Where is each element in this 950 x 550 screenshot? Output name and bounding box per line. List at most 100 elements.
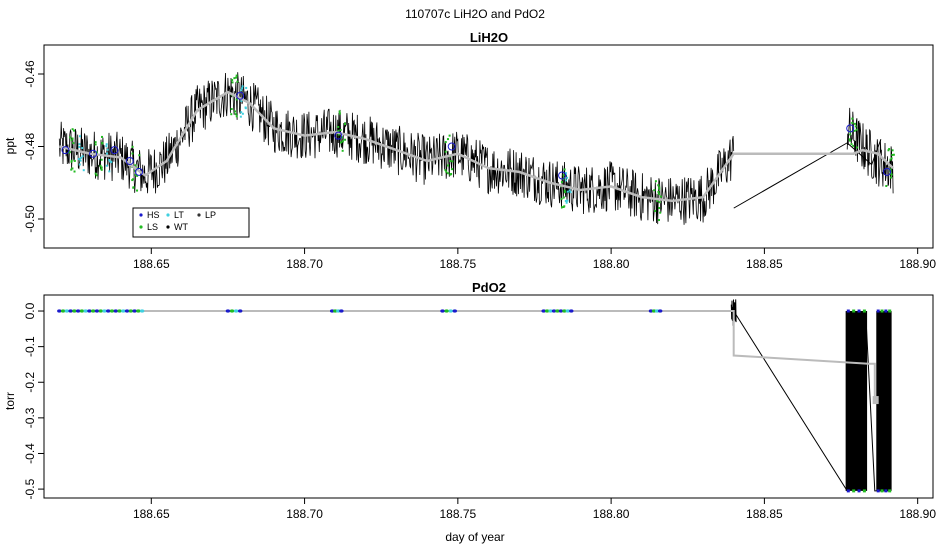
pdo2-point [555, 309, 560, 313]
pdo2-point [329, 309, 335, 313]
legend-label-hs: HS [147, 210, 160, 220]
lih2o-ls-point [132, 178, 135, 181]
pdo2-point [139, 309, 145, 313]
lih2o-ls-point [447, 164, 450, 167]
pdo2-point [541, 309, 546, 313]
lih2o-ls-point [658, 193, 661, 196]
lih2o-lt-point [241, 87, 244, 90]
pdo2-block-edge-point [862, 489, 866, 493]
lih2o-ls-point [230, 113, 233, 116]
pdo2-point [225, 309, 231, 313]
pdo2-point [117, 309, 122, 313]
pdo2-data-block [876, 311, 892, 491]
pdo2-point [336, 309, 341, 313]
lih2o-xtick-label: 188.75 [439, 257, 476, 271]
lih2o-lt-point [244, 107, 247, 110]
legend-swatch-lt [166, 213, 170, 217]
lih2o-xtick-label: 188.65 [133, 257, 170, 271]
lih2o-ls-point [71, 137, 74, 140]
lih2o-ls-point [337, 125, 340, 128]
lih2o-ls-point [849, 133, 852, 136]
lih2o-ls-point [337, 129, 340, 132]
pdo2-point [90, 309, 96, 313]
lih2o-ls-point [69, 136, 72, 139]
legend-swatch-ls [139, 225, 143, 229]
lih2o-ls-point [888, 148, 891, 151]
lih2o-lt-point [241, 112, 244, 115]
lih2o-ls-point [71, 128, 74, 131]
lih2o-ytick-label: -0.48 [23, 133, 37, 161]
lih2o-ls-point [850, 143, 853, 146]
lih2o-ls-point [344, 138, 347, 141]
pdo2-raw-line [59, 310, 891, 493]
lih2o-hs-marker [883, 167, 892, 176]
legend-label-wt: WT [174, 222, 188, 232]
pdo2-ytick-label: -0.4 [23, 443, 37, 464]
lih2o-ls-point [72, 142, 75, 145]
lih2o-lt-point [79, 159, 82, 162]
lih2o-ls-point [890, 173, 893, 176]
pdo2-point [233, 309, 239, 313]
lih2o-ls-point [890, 176, 893, 179]
lih2o-lt-point [566, 190, 569, 193]
lih2o-ls-point [658, 186, 661, 189]
lih2o-ls-point [100, 158, 103, 161]
pdo2-point [87, 309, 92, 313]
legend-label-lp: LP [205, 210, 216, 220]
lih2o-ls-point [560, 197, 563, 200]
lih2o-ls-point [445, 170, 448, 173]
panel-pdo2-plot-area [57, 299, 892, 493]
lih2o-ls-point [230, 108, 233, 111]
lih2o-ls-point [891, 153, 894, 156]
lih2o-ls-point [100, 168, 103, 171]
lih2o-ls-point [100, 166, 103, 169]
lih2o-ls-point [563, 189, 566, 192]
pdo2-point [60, 309, 66, 313]
pdo2-block-edge-point [846, 309, 850, 313]
lih2o-ytick-label: -0.50 [23, 205, 37, 233]
pdo2-point [569, 309, 574, 313]
pdo2-block-edge-point [852, 489, 856, 493]
lih2o-ls-point [656, 199, 659, 202]
pdo2-point [113, 309, 118, 313]
lih2o-ls-point [136, 189, 139, 192]
lih2o-hs-marker [846, 124, 855, 133]
pdo2-block-edge-point [862, 309, 866, 313]
lih2o-lt-point [564, 179, 567, 182]
lih2o-ls-point [100, 167, 103, 170]
panel-pdo2: PdO2 188.65 188.70 188.75 188.80 188.85 188.9… [3, 280, 936, 521]
lih2o-ls-point [563, 191, 566, 194]
pdo2-xtick-label: 188.70 [286, 507, 323, 521]
pdo2-point [124, 309, 130, 313]
lih2o-ls-point [851, 121, 854, 124]
lih2o-ls-point [444, 169, 447, 172]
lih2o-connector-line [871, 139, 882, 165]
pdo2-point [109, 309, 115, 313]
lih2o-ls-point [71, 167, 74, 170]
pdo2-point [544, 309, 550, 313]
lih2o-ls-point [341, 140, 344, 143]
lih2o-ls-point [562, 206, 565, 209]
pdo2-ytick-label: 0.0 [23, 302, 37, 319]
lih2o-ls-point [654, 180, 657, 183]
lih2o-ls-point [131, 145, 134, 148]
pdo2-point [128, 309, 134, 313]
lih2o-ls-point [94, 143, 97, 146]
lih2o-ls-point [236, 80, 239, 83]
pdo2-point [562, 309, 567, 313]
lih2o-hs-marker [558, 171, 567, 180]
pdo2-point [94, 309, 100, 313]
pdo2-point [136, 309, 141, 313]
lih2o-ls-point [848, 139, 851, 142]
pdo2-point [444, 309, 449, 313]
lih2o-lt-point [239, 115, 242, 118]
pdo2-ytick-label: -0.5 [23, 478, 37, 499]
pdo2-block-edge-point [880, 489, 884, 493]
lih2o-lt-point [245, 86, 248, 89]
lih2o-ls-point [659, 195, 662, 198]
pdo2-point [57, 309, 62, 313]
pdo2-point [83, 309, 88, 313]
lih2o-lt-point [566, 199, 569, 202]
lih2o-ls-point [231, 79, 234, 82]
lih2o-ls-point [450, 172, 453, 175]
